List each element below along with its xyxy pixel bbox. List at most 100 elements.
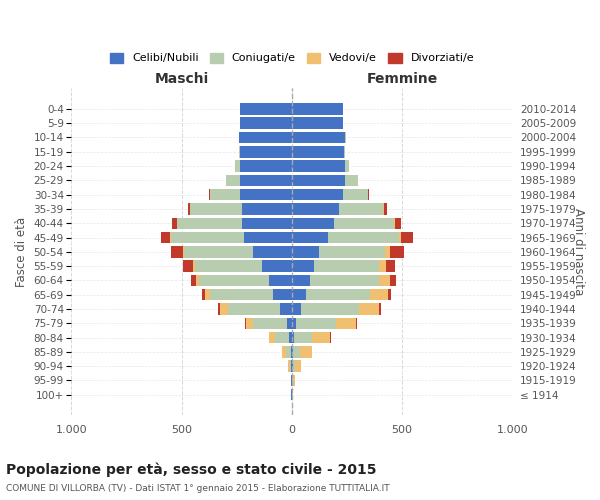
Bar (395, 218, 401, 229)
Bar (240, 189, 292, 200)
Bar (300, 346, 313, 358)
Bar (291, 346, 292, 358)
Bar (293, 374, 295, 386)
Bar (184, 260, 193, 272)
Bar (253, 246, 292, 258)
Bar (338, 203, 383, 214)
Bar (328, 232, 398, 243)
Bar (209, 189, 210, 200)
Bar (294, 332, 312, 344)
Bar (319, 246, 385, 258)
Bar (228, 304, 280, 314)
Bar (292, 374, 293, 386)
Bar (292, 174, 345, 186)
Bar (335, 318, 356, 329)
Bar (386, 260, 395, 272)
Bar (345, 160, 349, 172)
Bar (283, 346, 286, 358)
Bar (292, 274, 310, 286)
Bar (226, 174, 240, 186)
Bar (280, 304, 292, 314)
Bar (292, 146, 344, 158)
Bar (211, 289, 273, 300)
Bar (240, 160, 292, 172)
Bar (292, 318, 296, 329)
Bar (202, 289, 205, 300)
Bar (195, 260, 262, 272)
Bar (359, 304, 379, 314)
Bar (293, 346, 300, 358)
Bar (293, 360, 295, 372)
Bar (242, 203, 292, 214)
Legend: Celibi/Nubili, Coniugati/e, Vedovi/e, Divorziati/e: Celibi/Nubili, Coniugati/e, Vedovi/e, Di… (105, 48, 478, 68)
Bar (401, 232, 413, 243)
Bar (305, 289, 370, 300)
Bar (273, 289, 292, 300)
Bar (245, 318, 246, 329)
Bar (240, 146, 292, 158)
Text: Popolazione per età, sesso e stato civile - 2015: Popolazione per età, sesso e stato civil… (6, 462, 377, 477)
Bar (286, 346, 291, 358)
Bar (292, 346, 293, 358)
Bar (314, 260, 379, 272)
Bar (398, 232, 401, 243)
Bar (292, 189, 343, 200)
Bar (289, 332, 292, 344)
Bar (193, 260, 195, 272)
Bar (220, 304, 228, 314)
Bar (301, 304, 359, 314)
Bar (172, 218, 177, 229)
Bar (343, 189, 368, 200)
Bar (218, 304, 220, 314)
Bar (295, 360, 301, 372)
Bar (240, 174, 292, 186)
Bar (292, 360, 293, 372)
Bar (269, 332, 275, 344)
Bar (292, 332, 294, 344)
Bar (344, 146, 345, 158)
Bar (177, 218, 242, 229)
Bar (370, 289, 388, 300)
Bar (334, 218, 394, 229)
Bar (287, 318, 292, 329)
Text: Maschi: Maschi (155, 72, 209, 86)
Bar (312, 332, 330, 344)
Bar (246, 318, 253, 329)
Bar (368, 189, 369, 200)
Bar (240, 103, 292, 115)
Bar (275, 332, 289, 344)
Bar (388, 289, 391, 300)
Bar (244, 232, 292, 243)
Bar (345, 174, 358, 186)
Bar (240, 118, 292, 129)
Bar (191, 274, 196, 286)
Bar (190, 203, 242, 214)
Bar (385, 246, 390, 258)
Bar (269, 274, 292, 286)
Bar (292, 118, 343, 129)
Bar (384, 203, 387, 214)
Bar (161, 232, 170, 243)
Bar (288, 360, 290, 372)
Bar (184, 246, 253, 258)
Bar (390, 246, 404, 258)
Bar (242, 218, 292, 229)
Bar (291, 360, 292, 372)
Bar (292, 160, 345, 172)
Text: COMUNE DI VILLORBA (TV) - Dati ISTAT 1° gennaio 2015 - Elaborazione TUTTITALIA.I: COMUNE DI VILLORBA (TV) - Dati ISTAT 1° … (6, 484, 389, 493)
Y-axis label: Fasce di età: Fasce di età (15, 216, 28, 287)
Bar (379, 304, 382, 314)
Bar (356, 318, 357, 329)
Bar (292, 218, 334, 229)
Bar (310, 274, 379, 286)
Bar (292, 246, 319, 258)
Bar (253, 318, 287, 329)
Bar (262, 260, 292, 272)
Bar (292, 304, 301, 314)
Bar (379, 274, 390, 286)
Bar (183, 246, 184, 258)
Bar (290, 360, 291, 372)
Bar (205, 289, 211, 300)
Bar (292, 132, 345, 143)
Bar (211, 189, 240, 200)
